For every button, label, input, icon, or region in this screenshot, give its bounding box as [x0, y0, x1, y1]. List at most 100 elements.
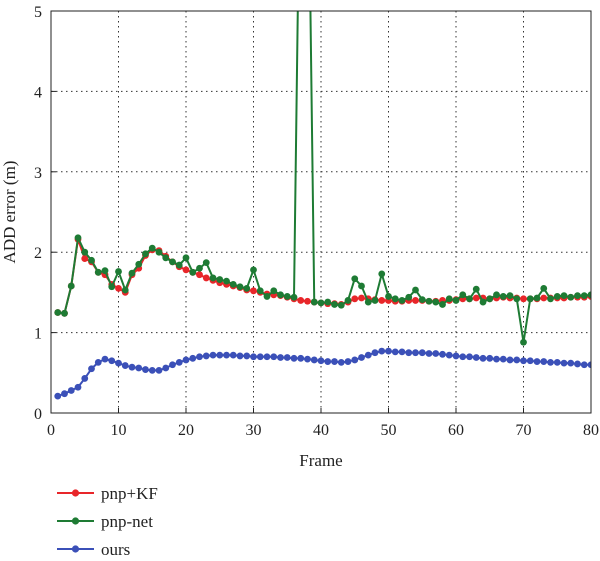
data-point-ours: [162, 364, 170, 372]
data-point-ours: [277, 354, 284, 361]
data-point-pnp-net: [88, 256, 95, 264]
data-point-pnp-net: [223, 277, 230, 285]
data-point-pnp-kf: [196, 271, 203, 279]
data-point-ours: [405, 349, 413, 357]
data-point-ours: [439, 350, 446, 358]
x-tick-label: 20: [178, 422, 194, 439]
data-point-pnp-net: [580, 292, 588, 300]
data-point-pnp-net: [256, 287, 264, 295]
data-point-pnp-net: [560, 292, 568, 300]
data-point-ours: [67, 387, 75, 394]
data-point-pnp-net: [445, 295, 453, 303]
data-point-pnp-net: [378, 270, 386, 278]
data-point-ours: [81, 375, 89, 382]
data-point-pnp-kf: [520, 295, 527, 303]
x-tick-label: 60: [448, 422, 464, 439]
data-point-pnp-net: [196, 264, 203, 272]
data-point-pnp-net: [263, 293, 271, 300]
data-point-pnp-net: [587, 291, 591, 299]
data-point-ours: [466, 353, 473, 361]
data-point-pnp-net: [236, 283, 244, 291]
data-point-ours: [398, 348, 406, 356]
data-point-ours: [216, 351, 224, 359]
data-point-pnp-kf: [412, 297, 419, 304]
data-point-pnp-kf: [358, 294, 365, 302]
data-point-pnp-net: [540, 284, 548, 292]
data-point-pnp-net: [486, 295, 494, 303]
data-point-pnp-net: [391, 295, 399, 303]
x-tick-label: 30: [246, 422, 262, 439]
data-point-pnp-net: [94, 268, 102, 276]
data-point-ours: [540, 358, 548, 365]
data-point-pnp-net: [229, 280, 237, 288]
data-point-pnp-net: [574, 292, 581, 300]
data-point-pnp-kf: [115, 284, 122, 292]
data-point-ours: [358, 354, 365, 361]
data-point-ours: [520, 357, 527, 365]
data-point-ours: [317, 357, 325, 365]
data-point-ours: [263, 353, 271, 361]
data-point-ours: [506, 356, 514, 364]
data-point-pnp-net: [317, 299, 325, 307]
legend-label: ours: [101, 540, 130, 559]
y-tick-label: 5: [34, 4, 42, 21]
data-point-pnp-net: [108, 283, 116, 291]
legend-swatch-marker: [71, 545, 80, 553]
y-tick-label: 0: [34, 406, 42, 423]
series-line-pnp-net: [57, 11, 591, 344]
data-point-ours: [94, 358, 102, 366]
data-point-pnp-net: [142, 250, 149, 258]
data-point-pnp-net: [499, 293, 507, 300]
data-point-pnp-net: [310, 298, 318, 306]
data-point-ours: [115, 359, 122, 367]
data-point-pnp-net: [358, 282, 365, 290]
data-point-ours: [256, 353, 264, 361]
data-point-ours: [351, 356, 359, 364]
x-tick-label: 50: [381, 422, 397, 439]
data-point-ours: [209, 351, 217, 359]
data-point-pnp-net: [418, 296, 426, 304]
data-point-pnp-net: [506, 292, 514, 300]
data-point-pnp-net: [243, 284, 251, 292]
data-point-ours: [425, 350, 433, 357]
data-point-ours: [385, 347, 392, 355]
data-point-ours: [243, 352, 251, 360]
y-axis-label: ADD error (m): [0, 161, 19, 264]
series-pnp-kf: [54, 235, 591, 317]
data-point-ours: [513, 356, 521, 364]
data-point-pnp-net: [182, 254, 190, 262]
data-point-ours: [553, 358, 561, 366]
data-point-pnp-net: [209, 274, 217, 282]
data-point-pnp-net: [513, 295, 521, 303]
data-point-ours: [567, 359, 575, 367]
data-point-ours: [580, 361, 588, 369]
y-tick-label: 3: [34, 165, 42, 182]
data-point-pnp-net: [547, 295, 554, 303]
data-point-pnp-net: [439, 301, 446, 308]
data-point-pnp-net: [54, 309, 62, 316]
data-point-ours: [283, 354, 291, 361]
data-point-pnp-net: [405, 293, 413, 301]
data-point-pnp-net: [121, 286, 129, 294]
data-point-ours: [250, 353, 257, 361]
data-point-pnp-net: [81, 248, 89, 256]
data-point-pnp-net: [189, 268, 197, 276]
legend-label: pnp-net: [101, 512, 153, 531]
data-point-pnp-net: [479, 298, 487, 306]
data-point-pnp-kf: [304, 297, 311, 305]
data-point-ours: [472, 354, 480, 361]
data-point-pnp-net: [135, 260, 143, 268]
data-point-ours: [196, 353, 203, 361]
data-point-pnp-net: [533, 294, 541, 302]
data-point-ours: [486, 354, 494, 362]
data-point-pnp-net: [101, 267, 109, 275]
data-point-ours: [432, 350, 440, 357]
data-point-pnp-kf: [202, 274, 210, 282]
data-point-pnp-net: [175, 261, 183, 269]
data-point-pnp-net: [74, 234, 82, 242]
data-point-pnp-net: [290, 293, 298, 301]
data-point-ours: [74, 383, 82, 391]
data-point-pnp-net: [466, 295, 473, 303]
data-point-pnp-kf: [81, 255, 89, 263]
